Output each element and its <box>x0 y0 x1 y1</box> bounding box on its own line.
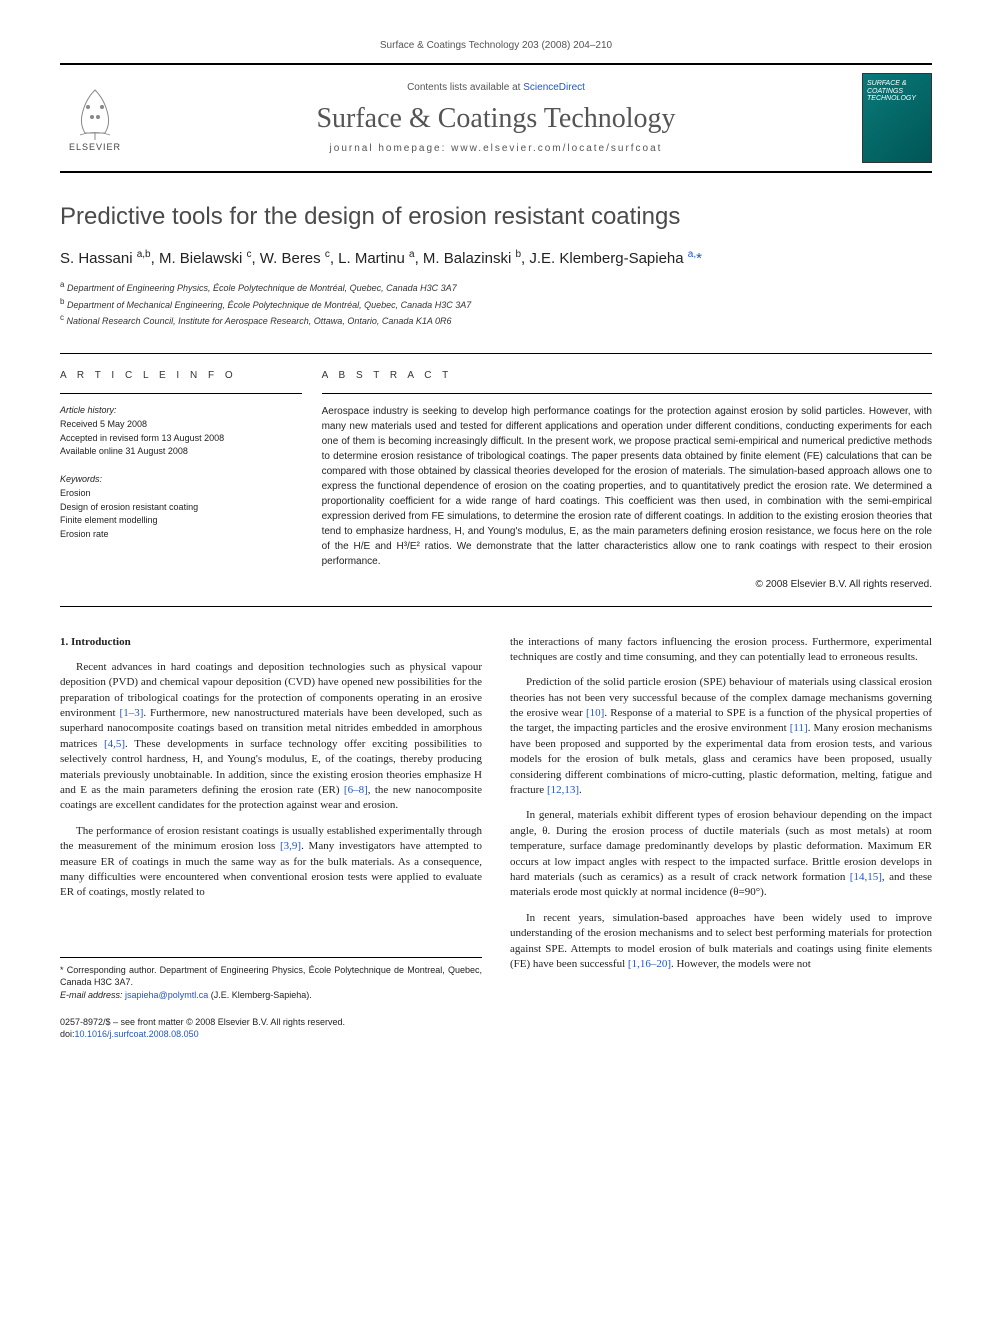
affiliations: a Department of Engineering Physics, Éco… <box>60 279 932 329</box>
article-title: Predictive tools for the design of erosi… <box>60 203 932 231</box>
journal-citation: Surface & Coatings Technology 203 (2008)… <box>60 40 932 51</box>
abstract-text: Aerospace industry is seeking to develop… <box>322 404 932 569</box>
front-matter-line: 0257-8972/$ – see front matter © 2008 El… <box>60 1016 482 1029</box>
affiliation-c: National Research Council, Institute for… <box>67 316 452 326</box>
body-paragraph: the interactions of many factors influen… <box>510 635 932 666</box>
email-label: E-mail address: <box>60 990 125 1000</box>
contents-line: Contents lists available at ScienceDirec… <box>130 82 862 93</box>
header-box: ELSEVIER Contents lists available at Sci… <box>60 63 932 173</box>
affiliation-a: Department of Engineering Physics, École… <box>67 283 457 293</box>
article-info-label: A R T I C L E I N F O <box>60 368 302 383</box>
body-column-right: the interactions of many factors influen… <box>510 635 932 1041</box>
journal-name: Surface & Coatings Technology <box>130 103 862 135</box>
homepage-line: journal homepage: www.elsevier.com/locat… <box>130 143 862 154</box>
keywords-block: Keywords: Erosion Design of erosion resi… <box>60 473 302 542</box>
doi-link[interactable]: 10.1016/j.surfcoat.2008.08.050 <box>75 1029 199 1039</box>
body-paragraph: In general, materials exhibit different … <box>510 808 932 900</box>
publisher-name: ELSEVIER <box>69 142 121 152</box>
section-heading: 1. Introduction <box>60 635 482 650</box>
affiliation-b: Department of Mechanical Engineering, Éc… <box>67 300 471 310</box>
history-received: Received 5 May 2008 <box>60 418 302 432</box>
email-line: E-mail address: jsapieha@polymtl.ca (J.E… <box>60 989 482 1002</box>
article-info-column: A R T I C L E I N F O Article history: R… <box>60 368 322 592</box>
history-accepted: Accepted in revised form 13 August 2008 <box>60 432 302 446</box>
header-center: Contents lists available at ScienceDirec… <box>130 82 862 154</box>
history-label: Article history: <box>60 404 302 418</box>
keyword: Design of erosion resistant coating <box>60 501 302 515</box>
keywords-label: Keywords: <box>60 473 302 487</box>
body-columns: 1. Introduction Recent advances in hard … <box>60 635 932 1041</box>
body-paragraph: Recent advances in hard coatings and dep… <box>60 660 482 814</box>
sciencedirect-link[interactable]: ScienceDirect <box>523 82 585 93</box>
keyword: Erosion rate <box>60 528 302 542</box>
abstract-copyright: © 2008 Elsevier B.V. All rights reserved… <box>322 577 932 592</box>
body-paragraph: Prediction of the solid particle erosion… <box>510 675 932 798</box>
body-paragraph: In recent years, simulation-based approa… <box>510 911 932 973</box>
footnotes: * Corresponding author. Department of En… <box>60 957 482 1002</box>
bottom-matter: 0257-8972/$ – see front matter © 2008 El… <box>60 1016 482 1041</box>
publisher-logo: ELSEVIER <box>60 78 130 158</box>
elsevier-tree-icon <box>70 85 120 140</box>
article-history: Article history: Received 5 May 2008 Acc… <box>60 404 302 459</box>
abstract-label: A B S T R A C T <box>322 368 932 383</box>
history-online: Available online 31 August 2008 <box>60 445 302 459</box>
contents-prefix: Contents lists available at <box>407 82 523 93</box>
abstract-column: A B S T R A C T Aerospace industry is se… <box>322 368 932 592</box>
doi-prefix: doi: <box>60 1029 75 1039</box>
journal-cover-thumb: SURFACE & COATINGS TECHNOLOGY <box>862 73 932 163</box>
corresponding-author-note: * Corresponding author. Department of En… <box>60 964 482 989</box>
homepage-url: www.elsevier.com/locate/surfcoat <box>451 143 662 154</box>
keyword: Finite element modelling <box>60 514 302 528</box>
email-person: (J.E. Klemberg-Sapieha). <box>208 990 312 1000</box>
info-abstract-row: A R T I C L E I N F O Article history: R… <box>60 353 932 607</box>
homepage-prefix: journal homepage: <box>330 143 452 154</box>
keyword: Erosion <box>60 487 302 501</box>
body-column-left: 1. Introduction Recent advances in hard … <box>60 635 482 1041</box>
cover-text: SURFACE & COATINGS TECHNOLOGY <box>867 80 927 103</box>
corresponding-email-link[interactable]: jsapieha@polymtl.ca <box>125 990 208 1000</box>
body-paragraph: The performance of erosion resistant coa… <box>60 824 482 901</box>
author-list: S. Hassani a,b, M. Bielawski c, W. Beres… <box>60 249 932 267</box>
